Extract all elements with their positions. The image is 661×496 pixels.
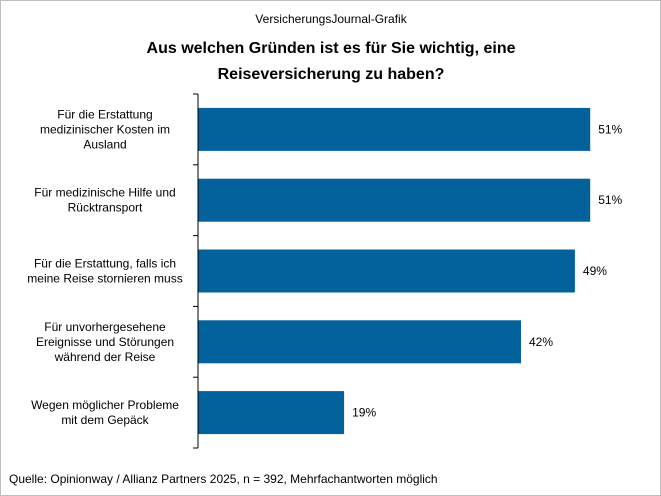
category-label-5-line-1: Wegen möglicher Probleme bbox=[31, 398, 179, 412]
category-label-4-line-3: während der Reise bbox=[54, 350, 156, 364]
bar-3 bbox=[198, 249, 575, 293]
category-label-2-line-2: Rücktransport bbox=[68, 201, 143, 215]
bar-2 bbox=[198, 178, 591, 222]
chart-subtitle: VersicherungsJournal-Grafik bbox=[255, 12, 407, 26]
category-label-4-line-1: Für unvorhergesehene bbox=[44, 320, 166, 334]
category-label-2-line-1: Für medizinische Hilfe und bbox=[34, 186, 175, 200]
category-label-1-line-3: Ausland bbox=[83, 137, 126, 151]
chart-title-line-2: Reiseversicherung zu haben? bbox=[218, 66, 445, 83]
value-label-5: 19% bbox=[352, 406, 376, 420]
source-note: Quelle: Opinionway / Allianz Partners 20… bbox=[9, 472, 438, 486]
bar-4 bbox=[198, 320, 521, 364]
category-label-3-line-1: Für die Erstattung, falls ich bbox=[34, 257, 176, 271]
category-label-3-line-2: meine Reise stornieren muss bbox=[27, 272, 182, 286]
bar-1 bbox=[198, 107, 591, 151]
chart-title-line-1: Aus welchen Gründen ist es für Sie wicht… bbox=[147, 40, 516, 57]
value-label-2: 51% bbox=[598, 193, 622, 207]
value-label-1: 51% bbox=[598, 122, 622, 136]
bar-5 bbox=[198, 391, 345, 435]
value-label-3: 49% bbox=[583, 264, 607, 278]
category-label-4-line-2: Ereignisse und Störungen bbox=[36, 335, 174, 349]
value-label-4: 42% bbox=[529, 335, 553, 349]
category-label-1-line-2: medizinischer Kosten im bbox=[40, 122, 170, 136]
category-label-5-line-2: mit dem Gepäck bbox=[61, 413, 149, 427]
category-label-1-line-1: Für die Erstattung bbox=[57, 107, 152, 121]
